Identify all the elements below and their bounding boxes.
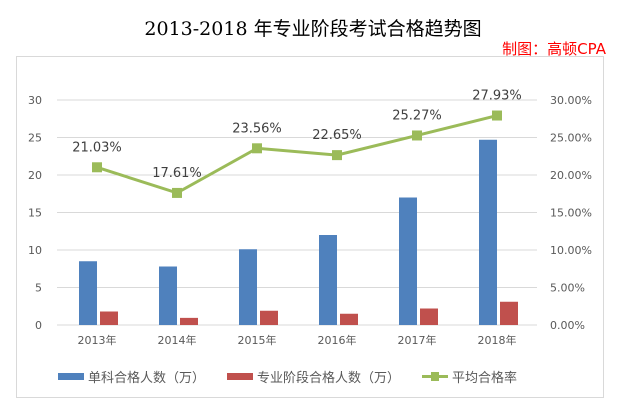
legend-swatch xyxy=(422,372,449,381)
left-tick-label: 15 xyxy=(28,207,42,220)
right-tick-label: 25.00% xyxy=(550,132,592,145)
bar-single xyxy=(399,197,417,325)
left-tick-label: 10 xyxy=(28,244,42,257)
bar-stage xyxy=(180,317,198,325)
data-label: 25.27% xyxy=(392,108,442,123)
legend: 单科合格人数（万） 专业阶段合格人数（万） 平均合格率 xyxy=(58,367,517,386)
right-tick-label: 30.00% xyxy=(550,94,592,107)
bar-stage xyxy=(420,308,438,325)
line-marker xyxy=(172,187,182,198)
legend-item-stage: 专业阶段合格人数（万） xyxy=(227,367,400,386)
line-marker xyxy=(492,110,502,121)
data-label: 22.65% xyxy=(312,128,362,143)
legend-label: 专业阶段合格人数（万） xyxy=(257,371,401,386)
left-tick-label: 5 xyxy=(35,282,42,295)
bar-stage xyxy=(100,311,118,325)
bar-single xyxy=(79,261,97,325)
chart-credit: 制图：高顿CPA xyxy=(502,40,606,58)
x-tick-label: 2018年 xyxy=(478,333,517,347)
left-tick-label: 30 xyxy=(28,94,42,107)
x-tick-label: 2017年 xyxy=(398,333,437,347)
right-tick-label: 0.00% xyxy=(550,319,585,332)
chart-frame xyxy=(16,56,604,398)
bar-single xyxy=(159,266,177,325)
x-tick-label: 2013年 xyxy=(78,333,117,347)
data-label: 27.93% xyxy=(472,89,522,104)
x-tick-label: 2015年 xyxy=(238,333,277,347)
right-tick-label: 5.00% xyxy=(550,282,585,295)
legend-label: 单科合格人数（万） xyxy=(88,371,206,386)
legend-item-single: 单科合格人数（万） xyxy=(58,367,205,386)
bar-single xyxy=(479,139,497,325)
left-tick-label: 20 xyxy=(28,169,42,182)
legend-swatch xyxy=(58,373,84,380)
bar-stage xyxy=(260,310,278,325)
line-marker xyxy=(252,143,262,154)
data-label: 23.56% xyxy=(232,121,282,136)
bar-stage xyxy=(500,301,518,325)
chart-title: 2013-2018 年专业阶段考试合格趋势图 xyxy=(144,18,482,40)
bar-stage xyxy=(340,313,358,325)
legend-swatch xyxy=(227,373,254,380)
x-tick-label: 2016年 xyxy=(318,333,357,347)
line-marker xyxy=(412,130,422,141)
bar-single xyxy=(239,249,257,325)
right-tick-label: 20.00% xyxy=(550,169,592,182)
x-tick-label: 2014年 xyxy=(158,333,197,347)
line-marker xyxy=(332,150,342,161)
bar-single xyxy=(319,235,337,325)
line-rate xyxy=(96,114,498,195)
legend-item-rate: 平均合格率 xyxy=(422,367,517,386)
right-tick-label: 15.00% xyxy=(550,207,592,220)
left-tick-label: 0 xyxy=(35,319,42,332)
data-label: 21.03% xyxy=(72,140,122,155)
left-tick-label: 25 xyxy=(28,132,42,145)
line-marker xyxy=(92,162,102,173)
right-tick-label: 10.00% xyxy=(550,244,592,257)
data-label: 17.61% xyxy=(152,166,202,181)
legend-label: 平均合格率 xyxy=(452,371,518,386)
